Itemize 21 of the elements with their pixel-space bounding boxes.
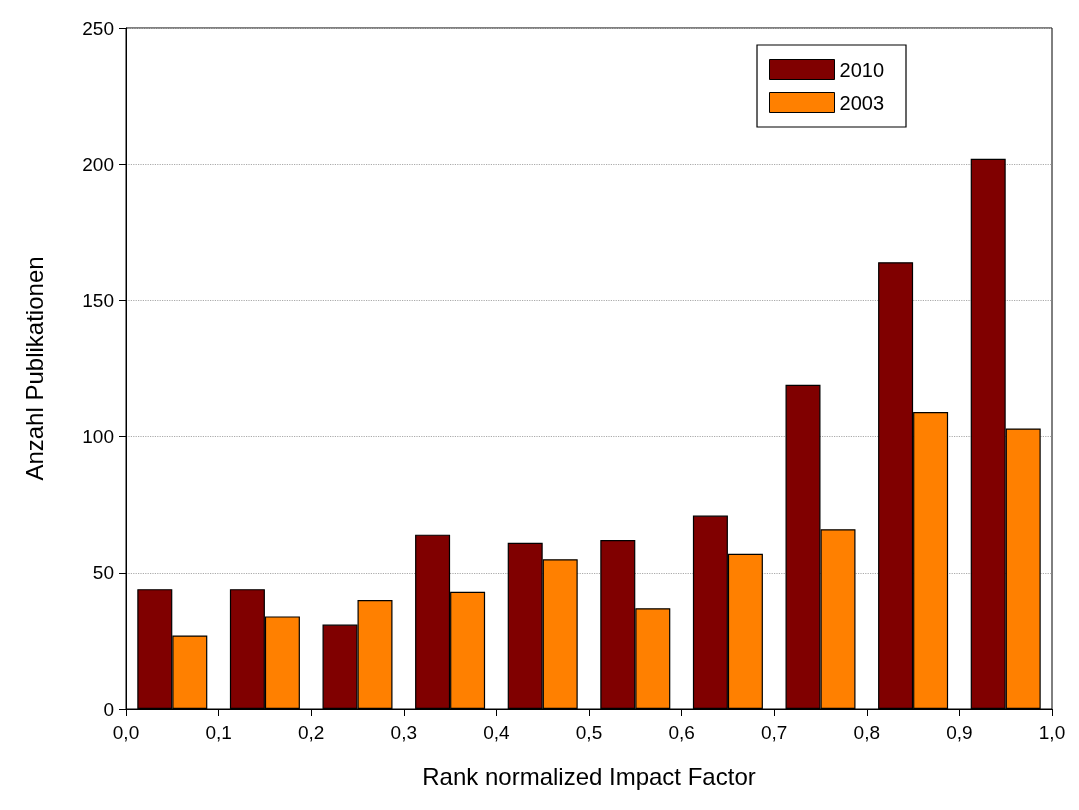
x-tick-label: 0,8 — [853, 722, 881, 743]
x-axis-title: Rank normalized Impact Factor — [422, 762, 756, 790]
y-tick-label: 150 — [82, 289, 114, 311]
y-tick-label: 100 — [82, 426, 114, 448]
y-tick-label: 250 — [82, 17, 114, 39]
x-tick-label: 0,0 — [112, 722, 140, 743]
x-tick-label: 0,3 — [390, 722, 418, 743]
x-tick-label: 0,5 — [575, 722, 603, 743]
x-tick-label: 0,4 — [483, 722, 511, 743]
x-tick-label: 0,1 — [205, 722, 232, 743]
x-tick-label: 1,0 — [1038, 722, 1066, 743]
y-tick-label: 200 — [82, 153, 114, 175]
y-axis-title: Anzahl Publikationen — [20, 256, 48, 481]
x-tick-label: 0,2 — [297, 722, 325, 743]
x-tick-label: 0,6 — [668, 722, 695, 743]
legend-label: 2010 — [839, 58, 885, 81]
y-tick-label: 0 — [103, 698, 114, 720]
y-tick-label: 50 — [92, 562, 114, 584]
legend-label: 2003 — [839, 91, 885, 114]
x-tick-label: 0,9 — [946, 722, 973, 743]
x-tick-label: 0,7 — [760, 722, 788, 743]
